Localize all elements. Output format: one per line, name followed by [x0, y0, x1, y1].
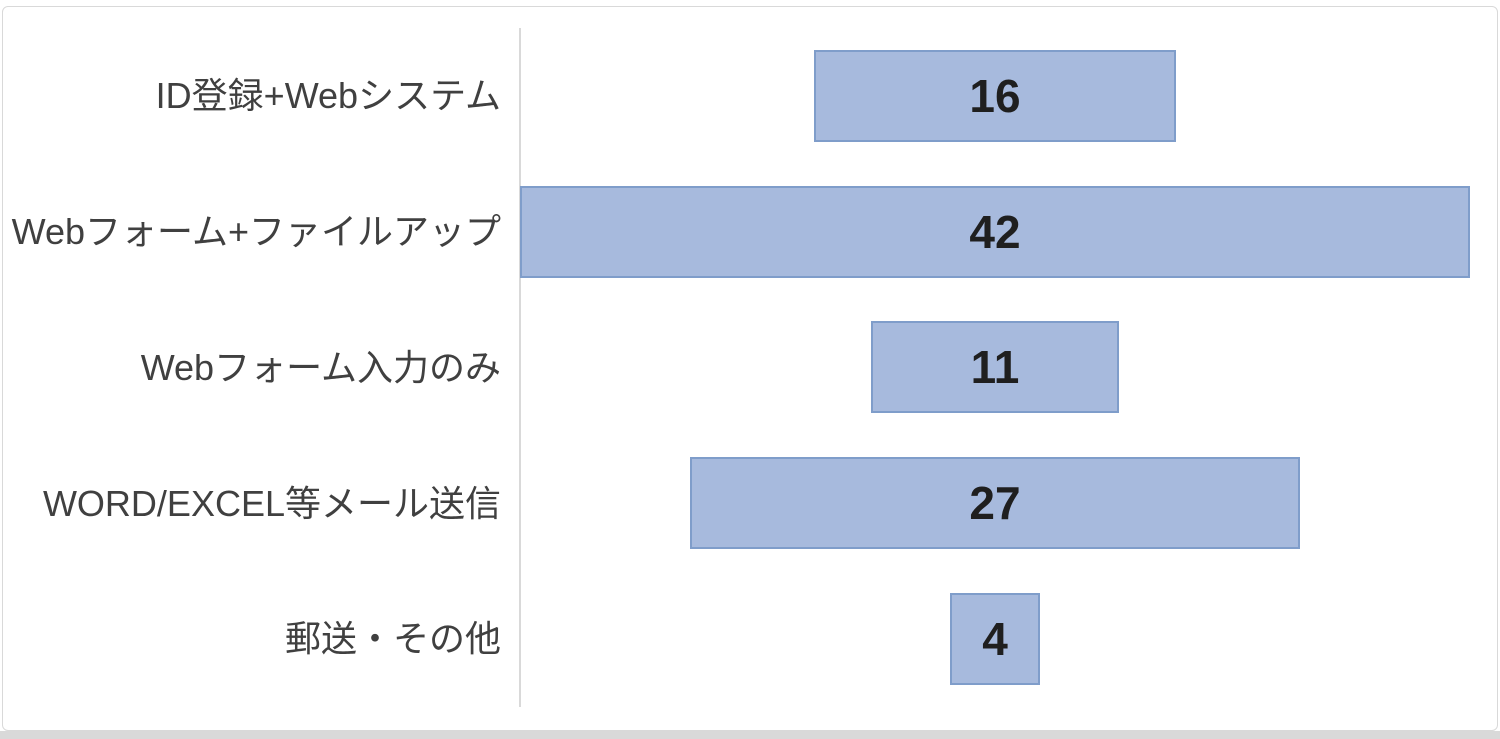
category-label: WORD/EXCEL等メール送信 — [42, 482, 501, 524]
chart-frame — [2, 6, 1498, 731]
bar: 11 — [870, 321, 1120, 414]
category-label: Webフォーム+ファイルアップ — [11, 211, 501, 252]
bar-value-label: 4 — [982, 613, 1008, 666]
bar-area: 27 — [519, 435, 1500, 571]
category-label: ID登録+Webシステム — [155, 75, 501, 117]
chart-row: Webフォーム入力のみ 11 — [0, 300, 1500, 436]
chart-rows: ID登録+Webシステム 16 Webフォーム+ファイルアップ 42 Webフォーム入力… — [0, 28, 1500, 707]
category-label: 郵送・その他 — [284, 618, 501, 660]
chart-row: 郵送・その他 4 — [0, 571, 1500, 707]
bar-area: 4 — [519, 571, 1500, 707]
bar-value-label: 11 — [970, 341, 1020, 394]
chart-plot-area: ID登録+Webシステム 16 Webフォーム+ファイルアップ 42 Webフォーム入力… — [0, 28, 1500, 707]
chart-row: ID登録+Webシステム 16 — [0, 28, 1500, 164]
bottom-border — [0, 731, 1500, 739]
y-axis-line — [519, 28, 521, 707]
bar-area: 42 — [519, 164, 1500, 300]
bar: 16 — [814, 49, 1176, 142]
chart-row: Webフォーム+ファイルアップ 42 — [0, 164, 1500, 300]
bar: 4 — [949, 593, 1041, 686]
category-label: Webフォーム入力のみ — [140, 346, 501, 388]
bar-value-label: 27 — [969, 477, 1021, 530]
bar-area: 11 — [519, 300, 1500, 436]
bar: 42 — [520, 185, 1470, 278]
bar-value-label: 16 — [969, 69, 1021, 122]
bar: 27 — [689, 457, 1301, 550]
bar-area: 16 — [519, 28, 1500, 164]
bar-value-label: 42 — [969, 205, 1021, 258]
chart-row: WORD/EXCEL等メール送信 27 — [0, 435, 1500, 571]
